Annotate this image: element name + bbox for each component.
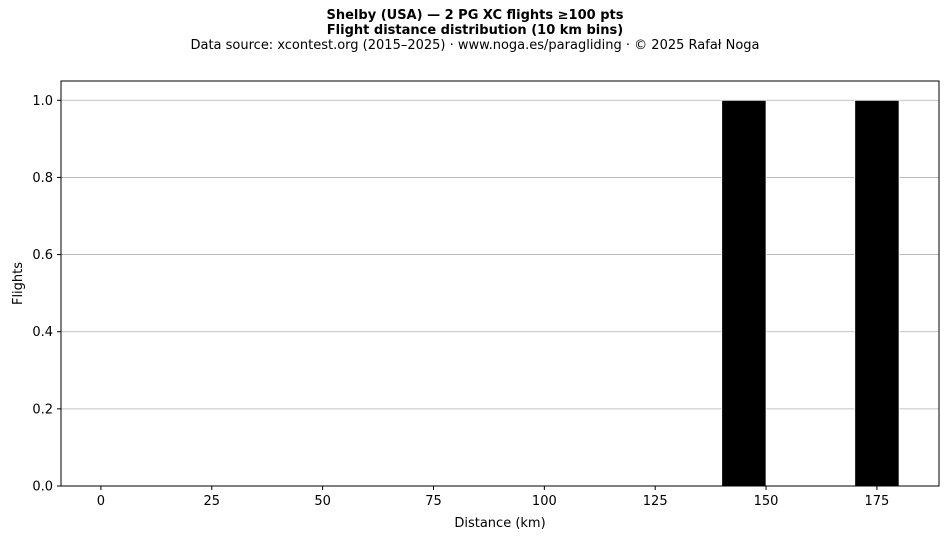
y-tick-label: 0.4 [32,325,53,340]
bar-140-150 [721,99,767,487]
y-tick-label: 0.8 [32,171,53,186]
bar-170-180 [854,99,900,487]
plot-frame [60,80,940,487]
chart-header: Shelby (USA) — 2 PG XC flights ≥100 pts … [0,8,950,54]
x-tick-label: 75 [425,494,442,509]
chart-title-line-2: Flight distance distribution (10 km bins… [326,23,624,38]
y-axis-label: Flights [11,262,26,305]
x-tick-label: 0 [97,494,105,509]
y-tick-label: 0.0 [32,480,53,495]
x-tick-label: 50 [314,494,331,509]
axis-ticks: 0 25 50 75 100 125 150 175 0.0 0.2 0.4 0.6 0.8 1.0 [32,94,889,509]
chart-subtitle: Data source: xcontest.org (2015–2025) · … [190,38,760,53]
bars [721,99,900,487]
y-tick-label: 0.2 [32,402,53,417]
chart-title: Shelby (USA) — 2 PG XC flights ≥100 pts [326,8,624,23]
y-tick-label: 1.0 [32,94,53,109]
x-tick-label: 150 [754,494,779,509]
x-tick-label: 125 [643,494,668,509]
y-tick-label: 0.6 [32,248,53,263]
grid-lines [61,99,939,487]
x-tick-label: 100 [532,494,557,509]
x-tick-label: 25 [203,494,220,509]
x-tick-label: 175 [865,494,890,509]
x-axis-label: Distance (km) [454,516,545,531]
